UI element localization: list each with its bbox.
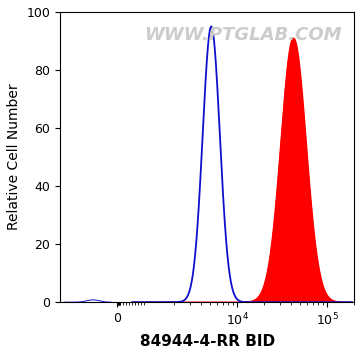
Text: WWW.PTGLAB.COM: WWW.PTGLAB.COM [144, 26, 341, 44]
X-axis label: 84944-4-RR BID: 84944-4-RR BID [139, 334, 275, 349]
Y-axis label: Relative Cell Number: Relative Cell Number [7, 84, 21, 230]
